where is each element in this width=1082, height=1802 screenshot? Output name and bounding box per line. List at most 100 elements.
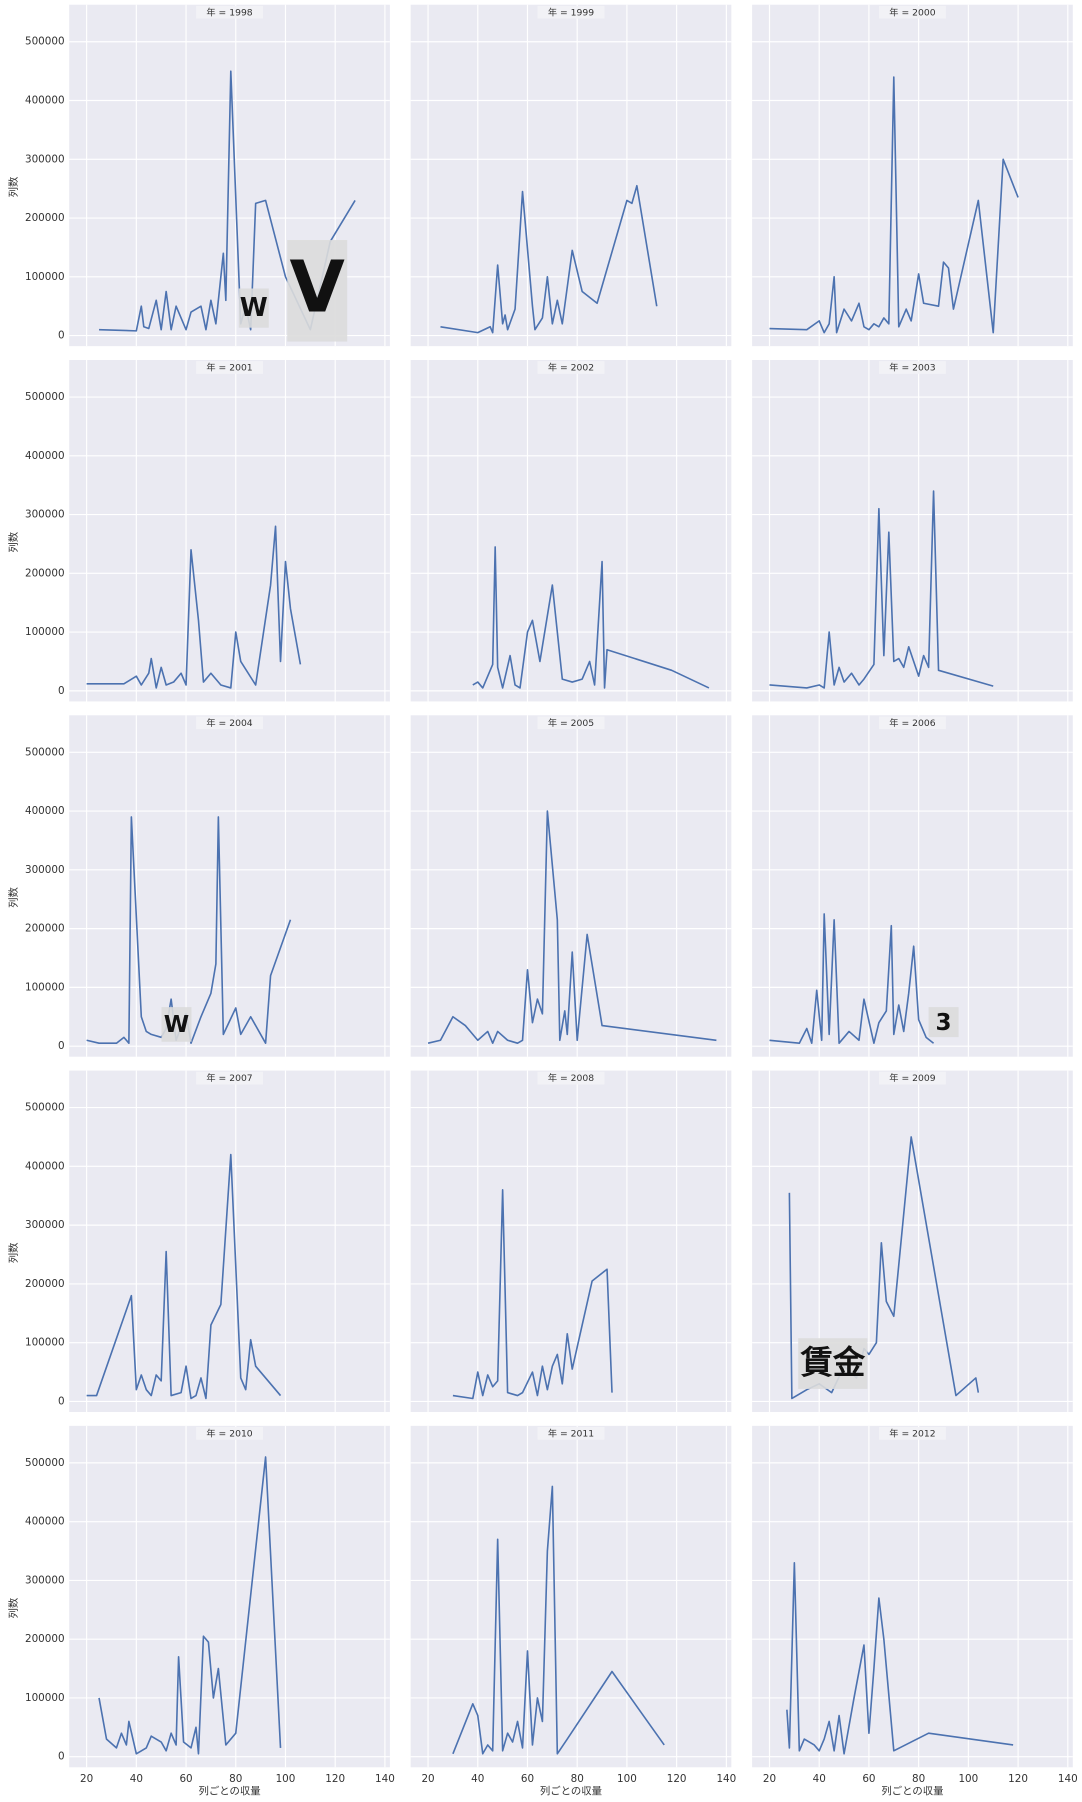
panel-title: 年 = 2002 — [548, 362, 594, 374]
facet-panel: 20 40 60 80 100 120 140 年 = 2012 列ごとの収量 — [752, 1425, 1078, 1798]
title-background — [196, 716, 264, 730]
y-tick-label: 100000 — [25, 981, 65, 993]
x-tick-label: 40 — [130, 1773, 143, 1785]
panel-background — [69, 360, 390, 702]
y-tick-label: 500000 — [25, 746, 65, 758]
y-tick-label: 300000 — [25, 1219, 65, 1231]
x-tick-label: 100 — [958, 1773, 978, 1785]
y-tick-label: 400000 — [25, 805, 65, 817]
annotation: 賃金 — [800, 1344, 866, 1382]
panel-title: 年 = 2005 — [548, 717, 594, 729]
annotation: W — [240, 292, 268, 322]
facet-panel: 年 = 2005 — [410, 715, 732, 1057]
y-tick-label: 400000 — [25, 1516, 65, 1528]
panel-background — [752, 360, 1073, 702]
y-tick-label: 500000 — [25, 1102, 65, 1114]
x-tick-label: 40 — [813, 1773, 826, 1785]
facet-panel: 0 100000 200000 300000 400000 500000 年 = 1998 列… — [7, 4, 390, 347]
panel-background — [69, 1425, 390, 1768]
title-background — [196, 361, 264, 374]
y-tick-label: 0 — [58, 685, 65, 697]
x-tick-label: 100 — [276, 1773, 296, 1785]
x-axis-label: 列ごとの収量 — [540, 1785, 602, 1798]
y-tick-label: 200000 — [25, 1633, 65, 1645]
y-tick-label: 100000 — [25, 1692, 65, 1704]
panel-background — [410, 715, 732, 1057]
panel-title: 年 = 1999 — [548, 6, 594, 18]
panel-title: 年 = 2008 — [548, 1072, 594, 1084]
x-tick-label: 20 — [80, 1773, 93, 1785]
annotation-box — [161, 1007, 192, 1042]
facet-panel: 年 = 2006 3 — [752, 715, 1073, 1057]
x-tick-label: 60 — [862, 1773, 875, 1785]
facet-panel: 年 = 2009 賃金 — [752, 1070, 1073, 1413]
data-line — [786, 1561, 1014, 1755]
x-tick-label: 40 — [471, 1773, 484, 1785]
annotation: V — [290, 245, 345, 328]
y-tick-label: 0 — [58, 1395, 65, 1407]
panel-background — [752, 715, 1073, 1057]
data-line — [769, 490, 994, 689]
y-tick-label: 300000 — [25, 153, 65, 165]
data-line — [440, 184, 658, 334]
y-axis-label: 列数 — [7, 887, 20, 908]
x-tick-label: 80 — [229, 1773, 242, 1785]
y-axis-label: 列数 — [7, 1597, 20, 1618]
data-line — [452, 1485, 665, 1755]
data-line — [769, 913, 935, 1045]
data-line — [86, 525, 302, 689]
panel-background — [69, 715, 390, 1057]
panel-background — [410, 1425, 732, 1768]
y-tick-label: 200000 — [25, 1278, 65, 1290]
facet-panel: 年 = 2008 — [410, 1070, 732, 1413]
facet-panel: 年 = 2003 — [752, 360, 1073, 702]
title-background — [196, 1427, 264, 1440]
x-tick-label: 80 — [571, 1773, 584, 1785]
x-tick-label: 20 — [763, 1773, 776, 1785]
annotation: W — [164, 1012, 189, 1038]
y-tick-label: 300000 — [25, 509, 65, 521]
facet-panel: 0 100000 200000 300000 400000 500000 年 = 2007 列… — [7, 1070, 390, 1413]
x-tick-label: 140 — [1058, 1773, 1078, 1785]
annotation-box — [798, 1338, 868, 1389]
annotation-box — [928, 1007, 959, 1038]
y-tick-label: 500000 — [25, 391, 65, 403]
title-background — [537, 5, 605, 19]
panel-title: 年 = 2007 — [206, 1072, 252, 1084]
x-tick-label: 140 — [375, 1773, 395, 1785]
data-line — [452, 1189, 613, 1400]
y-axis-label: 列数 — [7, 531, 20, 552]
y-tick-label: 100000 — [25, 626, 65, 638]
facet-panel: 0 100000 200000 300000 400000 500000 年 = 2001 列… — [7, 360, 390, 702]
x-axis-label: 列ごとの収量 — [881, 1785, 943, 1798]
annotation-box — [238, 288, 269, 328]
panel-title: 年 = 2006 — [889, 717, 935, 729]
panel-title: 年 = 2004 — [206, 717, 252, 729]
panel-background — [410, 360, 732, 702]
y-tick-label: 0 — [58, 330, 65, 342]
panel-title: 年 = 2010 — [206, 1427, 252, 1439]
x-tick-label: 60 — [179, 1773, 192, 1785]
data-line — [98, 1456, 282, 1755]
title-background — [537, 716, 605, 730]
x-tick-label: 100 — [617, 1773, 637, 1785]
panel-title: 年 = 2000 — [889, 6, 935, 18]
y-tick-label: 100000 — [25, 1337, 65, 1349]
x-tick-label: 120 — [667, 1773, 687, 1785]
y-tick-label: 400000 — [25, 450, 65, 462]
title-background — [537, 361, 605, 374]
y-tick-label: 0 — [58, 1751, 65, 1763]
facet-panel: 20 40 60 80 100 120 140 0 100000 200000 300000 4000… — [7, 1425, 395, 1798]
x-axis-label: 列ごとの収量 — [198, 1785, 260, 1798]
data-line — [99, 70, 356, 332]
facet-panel: 年 = 2002 — [410, 360, 732, 702]
title-background — [878, 716, 946, 730]
facet-panel: 20 40 60 80 100 120 140 年 = 2011 列ごとの収量 — [410, 1425, 736, 1798]
y-tick-label: 0 — [58, 1040, 65, 1052]
x-tick-label: 20 — [421, 1773, 434, 1785]
panel-title: 年 = 2011 — [548, 1427, 594, 1439]
y-tick-label: 100000 — [25, 271, 65, 283]
title-background — [878, 1071, 946, 1085]
facet-panel: 0 100000 200000 300000 400000 500000 年 = 2004 列… — [7, 715, 390, 1057]
